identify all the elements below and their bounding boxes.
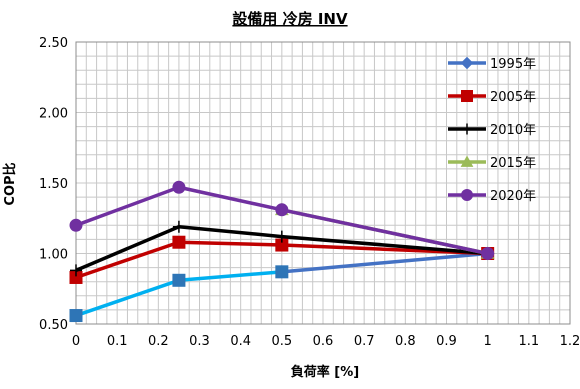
x-tick-label: 0.7 xyxy=(354,334,375,349)
data-point xyxy=(173,181,185,193)
legend-label: 2015年 xyxy=(490,156,536,171)
legend-marker xyxy=(462,91,473,102)
x-tick-label: 0.6 xyxy=(313,334,334,349)
y-tick-label: 1.50 xyxy=(39,177,68,192)
x-tick-label: 1.1 xyxy=(518,334,539,349)
legend-label: 2020年 xyxy=(490,189,536,204)
x-tick-label: 0.9 xyxy=(436,334,457,349)
x-tick-label: 0.1 xyxy=(107,334,128,349)
data-point xyxy=(276,204,288,216)
grid-lines xyxy=(76,42,570,324)
y-axis-label: COP比 xyxy=(2,162,18,205)
x-axis-label: 負荷率 [%] xyxy=(291,364,359,380)
x-tick-label: 0.8 xyxy=(395,334,416,349)
data-point xyxy=(276,266,288,278)
y-tick-label: 2.00 xyxy=(39,107,68,122)
legend-marker xyxy=(462,190,473,201)
chart-title: 設備用 冷房 INV xyxy=(232,10,348,28)
data-point xyxy=(173,274,185,286)
y-tick-label: 0.50 xyxy=(39,318,68,333)
legend-label: 2010年 xyxy=(490,123,536,138)
x-tick-label: 0.4 xyxy=(230,334,251,349)
x-tick-label: 0.3 xyxy=(189,334,210,349)
legend-label: 1995年 xyxy=(490,57,536,72)
data-point xyxy=(70,310,82,322)
data-point xyxy=(173,236,185,248)
y-tick-label: 2.50 xyxy=(39,36,68,51)
y-tick-label: 1.00 xyxy=(39,248,68,263)
x-tick-label: 0 xyxy=(72,334,80,349)
data-point xyxy=(482,248,494,260)
x-tick-label: 1 xyxy=(484,334,492,349)
data-point xyxy=(70,219,82,231)
legend-label: 2005年 xyxy=(490,90,536,105)
x-tick-label: 0.5 xyxy=(271,334,292,349)
x-tick-label: 0.2 xyxy=(148,334,169,349)
x-tick-label: 1.2 xyxy=(560,334,580,349)
